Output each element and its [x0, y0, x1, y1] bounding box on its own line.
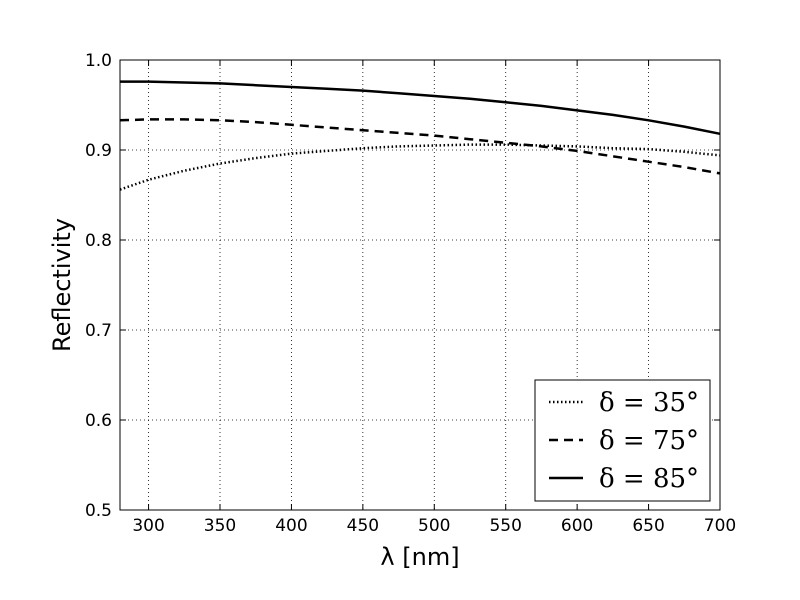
x-tick-label: 350 [204, 516, 236, 536]
x-tick-label: 450 [347, 516, 379, 536]
x-axis-label: λ [nm] [380, 543, 459, 571]
legend-label-1: δ = 35° [599, 388, 699, 418]
x-tick-label: 300 [132, 516, 164, 536]
x-tick-label: 500 [418, 516, 450, 536]
legend: δ = 35° δ = 75° δ = 85° [534, 379, 711, 502]
series-lines [119, 80, 721, 191]
y-tick-label: 0.6 [85, 411, 112, 431]
ticks [120, 59, 721, 511]
y-tick-label: 0.7 [85, 321, 112, 341]
x-tick-label: 650 [632, 516, 664, 536]
series-line-2 [119, 118, 721, 175]
y-tick-label: 0.9 [85, 141, 112, 161]
y-tick-label: 0.8 [85, 231, 112, 251]
legend-label-2: δ = 75° [599, 426, 699, 456]
plot-frame [119, 59, 721, 511]
x-tick-label: 400 [275, 516, 307, 536]
y-axis-label: Reflectivity [48, 218, 76, 352]
series-line-1 [119, 143, 721, 191]
x-tick-label: 600 [561, 516, 593, 536]
y-tick-label: 1.0 [85, 51, 112, 71]
legend-label-3: δ = 85° [599, 464, 699, 494]
tick-labels: 300 350 400 450 500 550 600 650 700 0.5 0.6 0.7 0.8 0… [85, 51, 736, 536]
series-line-3 [120, 80, 721, 136]
y-tick-label: 0.5 [85, 501, 112, 521]
x-tick-label: 700 [704, 516, 736, 536]
x-tick-label: 550 [489, 516, 521, 536]
